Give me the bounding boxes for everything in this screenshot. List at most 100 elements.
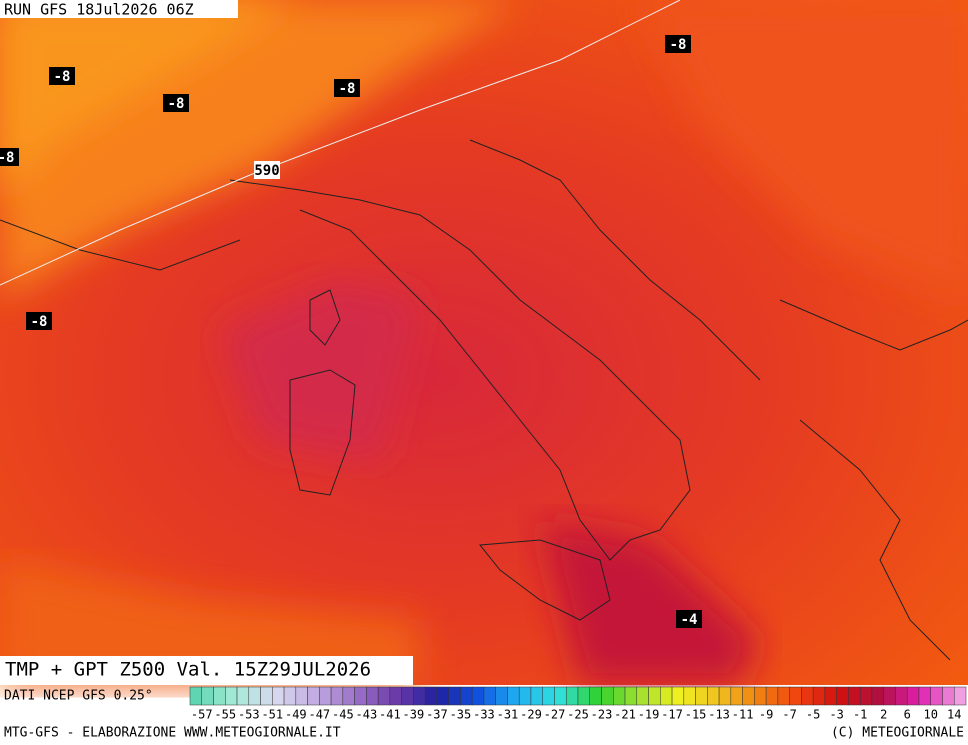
legend-swatch	[471, 686, 485, 706]
legend-tick-label: -35	[450, 708, 472, 722]
legend-tick-label: -29	[520, 708, 542, 722]
legend-swatch	[366, 686, 379, 706]
legend-swatch	[636, 686, 649, 706]
legend-swatch	[730, 686, 743, 706]
isohypse-590	[0, 0, 681, 286]
legend-tick-label: -7	[782, 708, 796, 722]
legend-swatch	[624, 686, 638, 706]
legend-swatch	[754, 686, 767, 706]
legend-swatch	[389, 686, 402, 706]
legend-swatch	[554, 686, 567, 706]
contour-label: -8	[54, 69, 71, 85]
legend-swatch	[589, 686, 602, 706]
legend-tick-label: 14	[947, 708, 961, 722]
legend-swatch	[906, 686, 920, 706]
legend-swatch	[213, 686, 226, 706]
tyrrhenian-zone	[220, 280, 420, 460]
ionian-zone	[540, 520, 760, 685]
legend-tick-label: -21	[614, 708, 636, 722]
legend-swatch	[189, 686, 203, 706]
south-west-zone	[0, 560, 420, 685]
color-legend: -57 -55 -53 -51 -49 -47 -45 -43 -41 -39 -37 -35 -33-…	[189, 686, 967, 722]
legend-swatch	[295, 686, 308, 706]
legend-swatch	[507, 686, 520, 706]
legend-swatch	[460, 686, 473, 706]
legend-swatch	[272, 686, 285, 706]
legend-swatch	[742, 686, 755, 706]
legend-swatch	[671, 686, 685, 706]
credit-left: MTG-GFS - ELABORAZIONE WWW.METEOGIORNALE…	[4, 726, 341, 741]
credit-right: (C) METEOGIORNALE	[831, 726, 964, 741]
legend-swatch	[942, 686, 955, 706]
label-box	[334, 79, 360, 97]
legend-swatch	[660, 686, 673, 706]
label-box	[676, 610, 702, 628]
legend-swatch	[260, 686, 273, 706]
run-label: RUN GFS 18Jul2026 06Z	[4, 1, 194, 19]
legend-swatch	[777, 686, 790, 706]
legend-tick-label: -53	[238, 708, 260, 722]
legend-tick-label: 6	[904, 708, 911, 722]
contour-label: -8	[670, 37, 687, 53]
label-box	[26, 312, 52, 330]
legend-swatch	[789, 686, 802, 706]
source-label: DATI NCEP GFS 0.25°	[4, 689, 153, 704]
legend-swatch	[695, 686, 708, 706]
legend-tick-label: -1	[853, 708, 867, 722]
legend-tick-label: -15	[685, 708, 707, 722]
legend-swatch	[707, 686, 720, 706]
legend-swatch	[495, 686, 508, 706]
legend-swatch	[436, 686, 449, 706]
product-box	[0, 656, 413, 685]
contour-label: 590	[254, 163, 279, 179]
legend-tick-label: -51	[261, 708, 283, 722]
legend-swatch	[307, 686, 320, 706]
legend-swatch	[812, 686, 826, 706]
legend-swatch	[401, 686, 414, 706]
legend-tick-label: -37	[426, 708, 448, 722]
legend-swatch	[683, 686, 696, 706]
contour-label: -8	[0, 150, 14, 166]
legend-tick-label: -13	[708, 708, 730, 722]
legend-tick-label: -49	[285, 708, 307, 722]
label-box	[665, 35, 691, 53]
legend-swatch	[236, 686, 250, 706]
contour-label: -8	[339, 81, 356, 97]
legend-swatch	[201, 686, 214, 706]
label-box	[163, 94, 189, 112]
legend-tick-label: -11	[732, 708, 754, 722]
legend-swatch	[718, 686, 732, 706]
legend-swatch	[824, 686, 837, 706]
legend-swatch	[613, 686, 626, 706]
legend-tick-label: -33	[473, 708, 495, 722]
label-box	[49, 67, 75, 85]
legend-swatch	[953, 686, 967, 706]
legend-swatch	[801, 686, 814, 706]
legend-swatch	[648, 686, 661, 706]
legend-tick-label: -41	[379, 708, 401, 722]
legend-swatch	[542, 686, 555, 706]
legend-swatch	[377, 686, 391, 706]
legend-swatch	[518, 686, 532, 706]
legend-tick-label: -57	[191, 708, 213, 722]
legend-swatch	[424, 686, 438, 706]
legend-swatch	[930, 686, 943, 706]
legend-tick-label: 10	[924, 708, 938, 722]
legend-tick-label: -31	[497, 708, 519, 722]
legend-tick-label: -45	[332, 708, 354, 722]
legend-swatch	[577, 686, 591, 706]
legend-swatch	[601, 686, 614, 706]
legend-tick-label: -27	[544, 708, 566, 722]
legend-tick-label: -39	[403, 708, 425, 722]
legend-tick-label: -23	[591, 708, 613, 722]
legend-tick-label: 2	[880, 708, 887, 722]
legend-tick-label: -43	[356, 708, 378, 722]
legend-tick-label: -55	[214, 708, 236, 722]
legend-swatch	[565, 686, 579, 706]
legend-tick-label: -3	[829, 708, 843, 722]
legend-swatch	[319, 686, 332, 706]
contour-label: -8	[168, 96, 185, 112]
legend-tick-label: -17	[661, 708, 683, 722]
orange-zone	[0, 0, 300, 200]
